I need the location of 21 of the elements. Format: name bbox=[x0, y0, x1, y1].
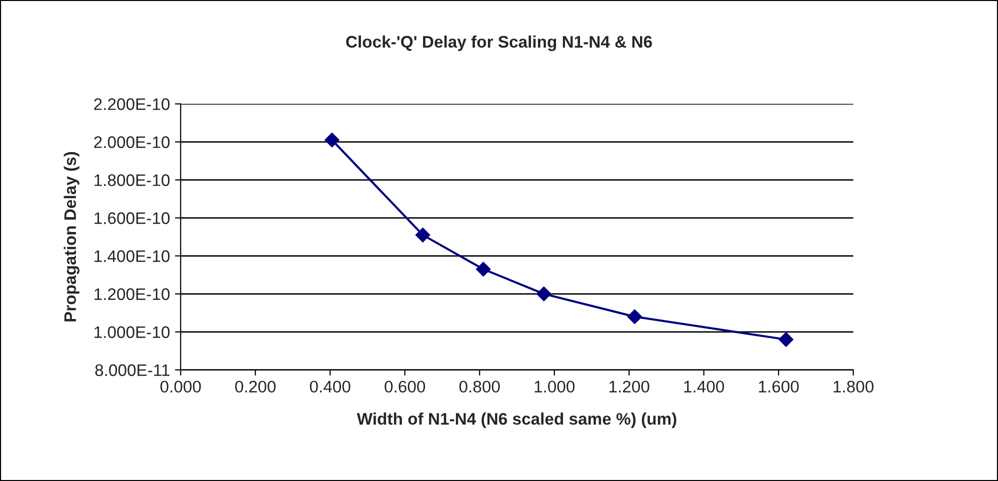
y-tick-label: 1.200E-10 bbox=[94, 288, 170, 300]
y-axis-title: Propagation Delay (s) bbox=[64, 152, 80, 322]
x-tick-label: 0.200 bbox=[235, 380, 276, 393]
x-tick-label: 1.000 bbox=[534, 380, 575, 393]
y-tick-label: 1.600E-10 bbox=[94, 212, 170, 224]
y-tick-label: 2.000E-10 bbox=[94, 136, 170, 148]
x-tick-label: 1.200 bbox=[609, 380, 650, 393]
y-tick-label: 1.400E-10 bbox=[94, 250, 170, 262]
x-tick-label: 0.000 bbox=[160, 380, 201, 393]
y-tick-label: 1.800E-10 bbox=[94, 174, 170, 186]
x-axis-title: Width of N1-N4 (N6 scaled same %) (um) bbox=[356, 412, 676, 428]
y-tick-label: 1.000E-10 bbox=[94, 326, 170, 338]
x-tick-label: 1.600 bbox=[758, 380, 799, 393]
x-tick-label: 0.600 bbox=[384, 380, 426, 393]
y-tick-label: 8.000E-11 bbox=[95, 364, 170, 376]
chart-title: Clock-'Q' Delay for Scaling N1-N4 & N6 bbox=[346, 35, 652, 52]
x-tick-label: 1.800 bbox=[834, 380, 874, 393]
x-tick-label: 0.400 bbox=[310, 380, 350, 393]
x-tick-label: 1.400 bbox=[684, 380, 724, 393]
y-tick-label: 2.200E-10 bbox=[94, 98, 170, 110]
x-tick-label: 0.800 bbox=[459, 380, 500, 393]
